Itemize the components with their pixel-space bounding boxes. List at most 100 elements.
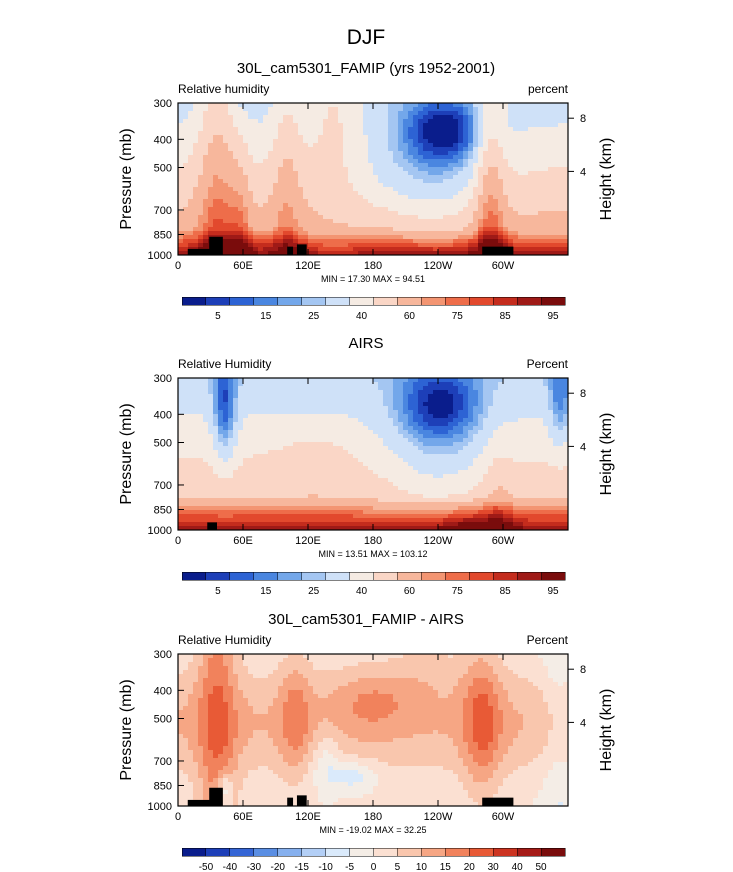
- heatmap-cell: [398, 139, 404, 144]
- heatmap-cell: [498, 414, 504, 419]
- heatmap-cell: [478, 203, 484, 208]
- heatmap-cell: [198, 143, 204, 148]
- heatmap-cell: [293, 155, 299, 160]
- heatmap-cell: [293, 243, 299, 248]
- heatmap-cell: [293, 167, 299, 172]
- heatmap-cell: [373, 191, 379, 196]
- heatmap-cell: [208, 231, 214, 236]
- heatmap-cell: [518, 143, 524, 148]
- heatmap-cell: [358, 219, 364, 224]
- heatmap-cell: [268, 167, 274, 172]
- heatmap-cell: [308, 386, 314, 391]
- heatmap-cell: [413, 127, 419, 132]
- heatmap-cell: [553, 243, 559, 248]
- heatmap-cell: [558, 406, 564, 411]
- heatmap-cell: [253, 390, 259, 395]
- heatmap-cell: [413, 171, 419, 176]
- heatmap-cell: [493, 103, 499, 108]
- heatmap-cell: [523, 462, 529, 467]
- heatmap-cell: [448, 426, 454, 431]
- heatmap-cell: [493, 394, 499, 399]
- heatmap-cell: [178, 426, 184, 431]
- heatmap-cell: [183, 175, 189, 180]
- heatmap-cell: [533, 394, 539, 399]
- heatmap-cell: [373, 430, 379, 435]
- heatmap-cell: [328, 231, 334, 236]
- heatmap-cell: [508, 215, 514, 220]
- heatmap-cell: [198, 231, 204, 236]
- heatmap-cell: [283, 398, 289, 403]
- heatmap-cell: [438, 243, 444, 248]
- heatmap-cell: [298, 430, 304, 435]
- heatmap-cell: [438, 167, 444, 172]
- heatmap-cell: [473, 434, 479, 439]
- heatmap-cell: [508, 446, 514, 451]
- heatmap-cell: [338, 446, 344, 451]
- panel-title: 30L_cam5301_FAMIP (yrs 1952-2001): [237, 60, 495, 77]
- heatmap-cell: [528, 239, 534, 244]
- heatmap-cell: [263, 187, 269, 192]
- heatmap-cell: [363, 171, 369, 176]
- heatmap-cell: [418, 131, 424, 136]
- heatmap-cell: [378, 414, 384, 419]
- heatmap-cell: [428, 183, 434, 188]
- heatmap-cell: [388, 434, 394, 439]
- heatmap-cell: [248, 107, 254, 112]
- heatmap-cell: [188, 390, 194, 395]
- heatmap-cell: [268, 231, 274, 236]
- heatmap-cell: [203, 434, 209, 439]
- heatmap-cell: [283, 434, 289, 439]
- heatmap-cell: [233, 466, 239, 471]
- heatmap-cell: [178, 119, 184, 124]
- heatmap-cell: [508, 410, 514, 415]
- heatmap-cell: [553, 151, 559, 156]
- heatmap-cell: [348, 243, 354, 248]
- heatmap-cell: [543, 127, 549, 132]
- heatmap-cell: [223, 111, 229, 116]
- heatmap-cell: [468, 251, 474, 256]
- heatmap-cell: [333, 239, 339, 244]
- heatmap-cell: [218, 446, 224, 451]
- heatmap-cell: [528, 179, 534, 184]
- heatmap-cell: [458, 103, 464, 108]
- heatmap-cell: [298, 414, 304, 419]
- heatmap-cell: [473, 211, 479, 216]
- heatmap-cell: [328, 191, 334, 196]
- heatmap-cell: [218, 131, 224, 136]
- heatmap-cell: [418, 450, 424, 455]
- heatmap-cell: [263, 458, 269, 463]
- heatmap-cell: [388, 147, 394, 152]
- heatmap-cell: [293, 215, 299, 220]
- heatmap-cell: [523, 219, 529, 224]
- heatmap-cell: [358, 175, 364, 180]
- heatmap-cell: [188, 414, 194, 419]
- heatmap-cell: [253, 418, 259, 423]
- heatmap-cell: [463, 155, 469, 160]
- heatmap-cell: [503, 462, 509, 467]
- heatmap-cell: [493, 183, 499, 188]
- heatmap-cell: [363, 442, 369, 447]
- heatmap-cell: [328, 402, 334, 407]
- heatmap-cell: [413, 235, 419, 240]
- heatmap-cell: [533, 167, 539, 172]
- heatmap-cell: [313, 394, 319, 399]
- heatmap-cell: [363, 378, 369, 383]
- heatmap-cell: [478, 446, 484, 451]
- heatmap-cell: [403, 195, 409, 200]
- heatmap-cell: [253, 127, 259, 132]
- heatmap-cell: [428, 223, 434, 228]
- heatmap-cell: [413, 458, 419, 463]
- heatmap-cell: [513, 127, 519, 132]
- heatmap-cell: [213, 438, 219, 443]
- heatmap-cell: [373, 462, 379, 467]
- heatmap-cell: [213, 450, 219, 455]
- heatmap-cell: [333, 235, 339, 240]
- heatmap-cell: [298, 450, 304, 455]
- heatmap-cell: [348, 147, 354, 152]
- heatmap-cell: [518, 107, 524, 112]
- heatmap-cell: [543, 219, 549, 224]
- heatmap-cell: [553, 474, 559, 479]
- heatmap-cell: [463, 462, 469, 467]
- heatmap-cell: [343, 474, 349, 479]
- heatmap-cell: [503, 474, 509, 479]
